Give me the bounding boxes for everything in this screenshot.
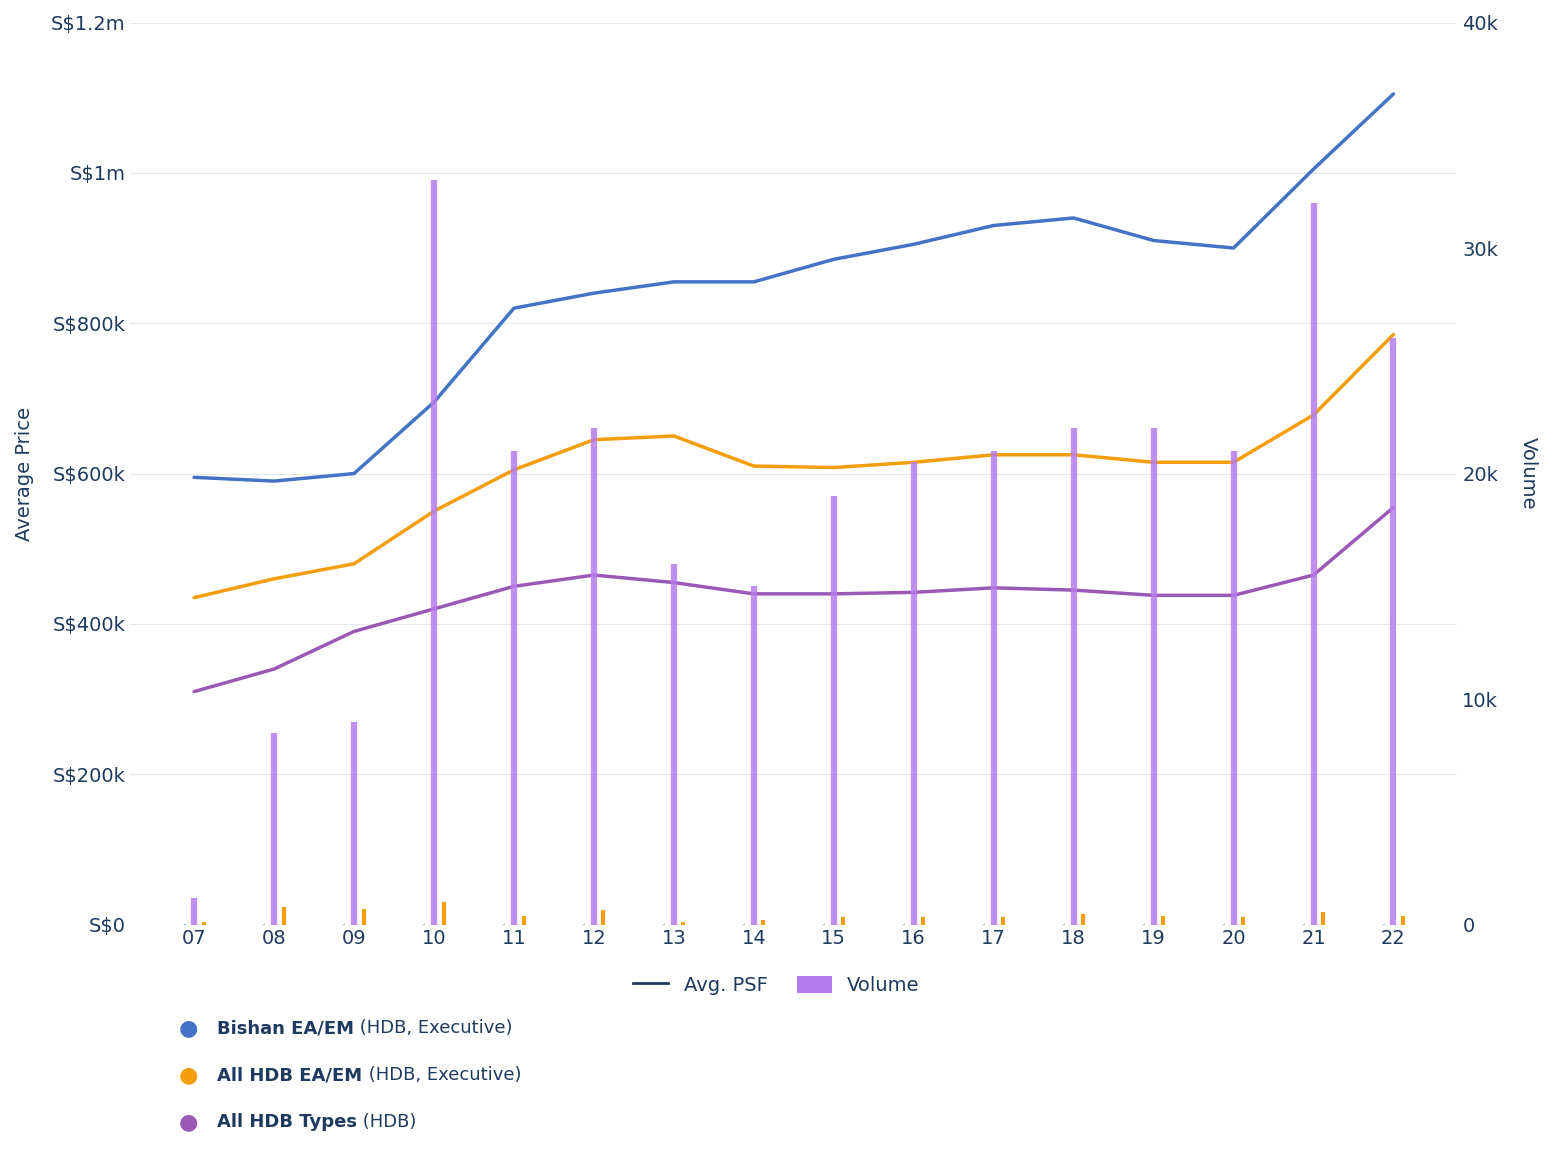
Text: ●: ●	[179, 1065, 197, 1086]
Text: All HDB EA/EM: All HDB EA/EM	[217, 1066, 362, 1085]
Legend: Avg. PSF, Volume: Avg. PSF, Volume	[634, 975, 919, 995]
Text: (HDB): (HDB)	[357, 1113, 416, 1132]
Text: All HDB Types: All HDB Types	[217, 1113, 357, 1132]
Y-axis label: Average Price: Average Price	[16, 407, 34, 540]
Text: ●: ●	[179, 1112, 197, 1133]
Text: ●: ●	[179, 1018, 197, 1039]
Text: Bishan EA/EM: Bishan EA/EM	[217, 1019, 354, 1038]
Text: (HDB, Executive): (HDB, Executive)	[362, 1066, 522, 1085]
Y-axis label: Volume: Volume	[1519, 437, 1537, 510]
Text: (HDB, Executive): (HDB, Executive)	[354, 1019, 512, 1038]
